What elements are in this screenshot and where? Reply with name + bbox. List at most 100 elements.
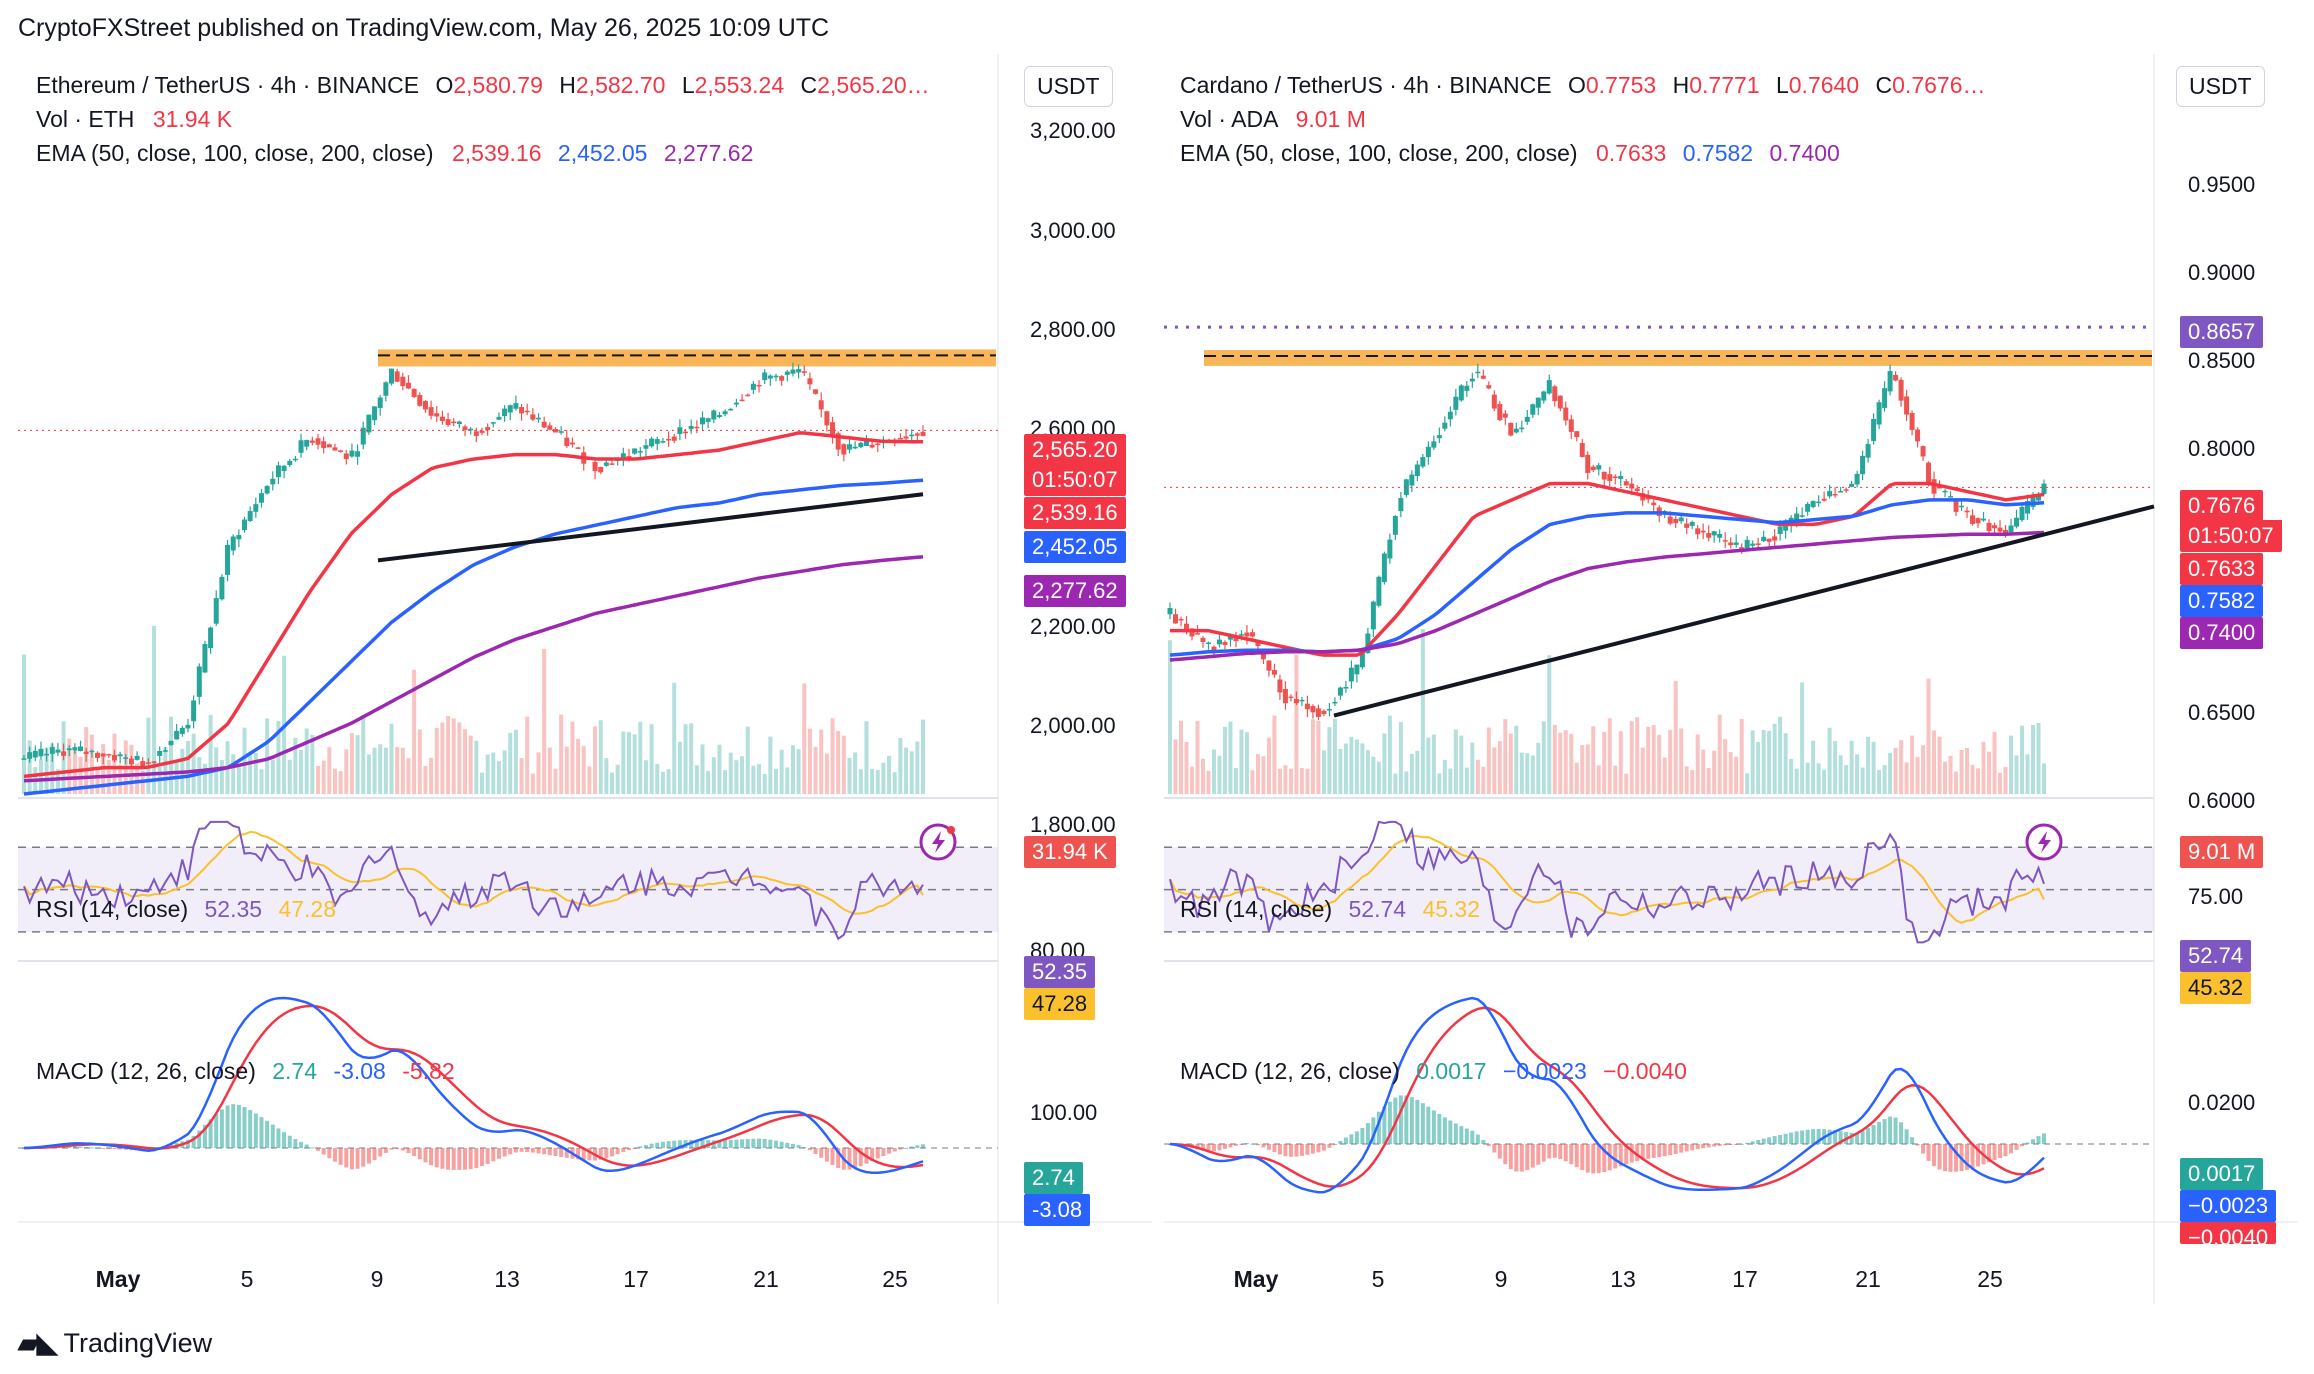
macd-histogram-bar [745, 1138, 750, 1148]
volume-bar [1563, 730, 1568, 794]
ada-chart-canvas[interactable] [1164, 54, 2298, 1304]
chart-panel-eth[interactable]: Ethereum / TetherUS · 4h · BINANCE O2,58… [18, 54, 1158, 1304]
volume-bar [1607, 718, 1612, 794]
macd-histogram-bar [1833, 1130, 1838, 1144]
macd-histogram-bar [1618, 1144, 1623, 1167]
volume-bar [446, 715, 451, 794]
ada-volume-legend: Vol · ADA 9.01 M [1180, 106, 1366, 133]
eth-macd-hist-tag: 2.74 [1024, 1162, 1083, 1194]
volume-bar [1943, 761, 1948, 794]
volume-bar [1701, 749, 1706, 794]
volume-bar [1728, 751, 1733, 794]
macd-histogram-bar [457, 1148, 462, 1170]
eth-currency-button[interactable]: USDT [1024, 66, 1113, 107]
volume-bar [1998, 772, 2003, 794]
eth-chart-canvas[interactable] [18, 54, 1158, 1304]
volume-bar [1684, 766, 1689, 794]
ema-line-ema-100 [23, 478, 924, 796]
macd-histogram-bar [304, 1144, 309, 1148]
candle-body [400, 376, 406, 387]
volume-bar [853, 752, 858, 794]
candle-body [541, 421, 547, 428]
volume-bar [389, 723, 394, 794]
macd-histogram-bar [1651, 1144, 1656, 1158]
ada-last-price-tag: 0.7676 [2180, 490, 2264, 522]
volume-bar [1981, 742, 1986, 794]
candle-body [1568, 419, 1574, 432]
volume-bar [689, 723, 694, 794]
macd-histogram-bar [1569, 1144, 1574, 1165]
macd-signal-value: −0.0040 [1603, 1058, 1687, 1084]
tradingview-logo[interactable]: ▰◣ TradingView [18, 1328, 212, 1359]
candle-body [1607, 474, 1613, 481]
volume-bar [649, 724, 654, 794]
candle-body [1464, 385, 1470, 391]
ohlc-key: O [1567, 72, 1586, 98]
candle-body [462, 426, 468, 430]
date-label: 17 [1732, 1266, 1758, 1292]
volume-bar [1657, 734, 1662, 794]
macd-histogram-bar [1250, 1143, 1255, 1145]
volume-bar [27, 740, 32, 794]
volume-bar [915, 741, 920, 794]
macd-histogram-bar [1827, 1129, 1832, 1144]
candle-body [95, 752, 101, 758]
candle-body [863, 440, 869, 446]
volume-bar [626, 732, 631, 794]
candle-body [1546, 380, 1552, 394]
volume-bar [1613, 765, 1618, 794]
candle-body [1645, 497, 1651, 500]
candle-body [196, 666, 202, 697]
macd-histogram-bar [1404, 1095, 1409, 1144]
candle-body [1931, 479, 1937, 494]
volume-bar [1789, 758, 1794, 794]
macd-histogram-bar [1503, 1144, 1508, 1165]
macd-histogram-bar [299, 1141, 304, 1148]
volume-bar [1915, 756, 1920, 794]
ohlc-key: C [800, 72, 818, 98]
candle-body [49, 747, 55, 754]
candle-body [372, 406, 378, 421]
volume-bar [2014, 755, 2019, 794]
ema-line-ema-100 [1169, 498, 2045, 657]
eth-countdown-tag: 01:50:07 [1024, 464, 1126, 496]
macd-histogram-bar [1855, 1132, 1860, 1144]
chart-panel-ada[interactable]: Cardano / TetherUS · 4h · BINANCE O0.775… [1164, 54, 2298, 1304]
volume-bar [1184, 741, 1189, 794]
macd-histogram-bar [2042, 1133, 2046, 1144]
macd-histogram-bar [1992, 1144, 1997, 1161]
macd-histogram-bar [909, 1146, 914, 1148]
macd-histogram-bar [2009, 1144, 2014, 1154]
macd-histogram-bar [1805, 1129, 1810, 1144]
candle-body [1887, 371, 1893, 392]
volume-bar [1365, 750, 1370, 794]
macd-histogram-bar [225, 1105, 230, 1148]
macd-histogram-bar [1541, 1144, 1546, 1162]
macd-histogram-bar [1893, 1117, 1898, 1144]
volume-bar [457, 722, 462, 794]
macd-histogram-bar [1552, 1144, 1557, 1158]
eth-symbol-title: Ethereum / TetherUS · 4h · BINANCE [36, 72, 420, 98]
candle-body [174, 730, 180, 740]
volume-bar [412, 669, 417, 794]
volume-bar [728, 752, 733, 794]
macd-signal-line [1169, 1006, 2045, 1190]
eth-rsi-ma-tag: 47.28 [1024, 988, 1096, 1020]
macd-histogram-bar [1816, 1128, 1821, 1144]
rsi-ma-value: 47.28 [278, 896, 337, 922]
candle-body [818, 400, 824, 410]
volume-bar [1904, 762, 1909, 794]
volume-bar [502, 750, 507, 794]
macd-histogram-bar [344, 1148, 349, 1168]
ada-currency-button[interactable]: USDT [2176, 66, 2265, 107]
candle-body [1436, 435, 1442, 439]
candle-body [134, 755, 140, 760]
candle-body [1953, 501, 1959, 512]
ema100-value: 2,452.05 [557, 140, 648, 166]
ema100-value: 0.7582 [1682, 140, 1754, 166]
candle-body [2036, 495, 2042, 501]
volume-bar [1778, 716, 1783, 794]
macd-histogram-bar [773, 1140, 778, 1148]
macd-histogram-bar [1459, 1126, 1464, 1144]
macd-histogram-bar [1921, 1144, 1926, 1154]
